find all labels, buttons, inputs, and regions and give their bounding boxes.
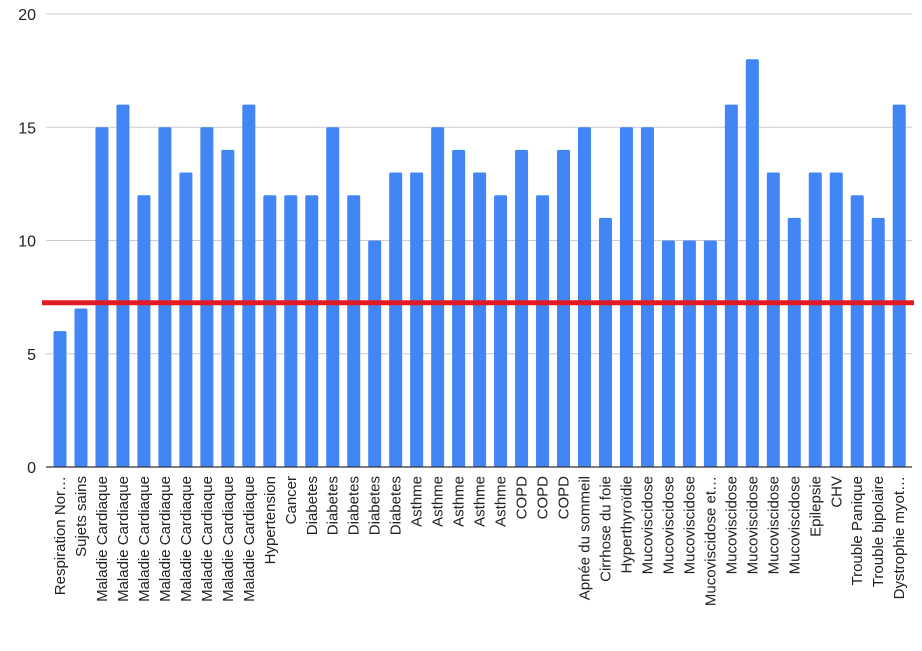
x-tick-label: Maladie Cardiaque: [178, 476, 195, 602]
x-tick-label: Dystrophie myot…: [891, 476, 908, 599]
y-tick-label: 0: [27, 460, 36, 477]
bar: [242, 104, 256, 467]
x-tick-label: Maladie Cardiaque: [157, 476, 174, 602]
bar: [137, 195, 151, 467]
bar: [494, 195, 508, 467]
bar: [787, 217, 801, 467]
x-tick-label: Diabetes: [304, 476, 321, 535]
bar: [368, 240, 382, 467]
x-tick-label: Diabetes: [367, 476, 384, 535]
x-tick-label: Asthme: [409, 476, 426, 527]
x-tick-label: Trouble bipolaire: [870, 476, 887, 587]
x-tick-label: Asthme: [472, 476, 489, 527]
x-tick-label: Respiration Nor…: [52, 476, 69, 595]
x-tick-label: Epilepsie: [807, 476, 824, 537]
x-tick-label: Maladie Cardiaque: [220, 476, 237, 602]
bar: [389, 172, 403, 468]
x-tick-label: COPD: [535, 476, 552, 520]
x-tick-label: Apnée du sommeil: [577, 476, 594, 600]
bar: [724, 104, 738, 467]
bar: [703, 240, 717, 467]
x-tick-label: Trouble Panique: [849, 476, 866, 586]
bar: [829, 172, 843, 468]
bar: [116, 104, 130, 467]
x-tick-label: Diabetes: [388, 476, 405, 535]
bar: [682, 240, 696, 467]
bar: [515, 149, 529, 467]
x-tick-label: COPD: [556, 476, 573, 520]
x-tick-label: Hyperthyroïdie: [618, 476, 635, 574]
bar: [640, 127, 654, 467]
x-tick-label: COPD: [514, 476, 531, 520]
x-tick-label: Cirrhose du foie: [597, 476, 614, 582]
x-tick-label: Maladie Cardiaque: [199, 476, 216, 602]
y-tick-label: 5: [27, 347, 36, 364]
x-tick-label: Maladie Cardiaque: [115, 476, 132, 602]
x-tick-label: Sujets sains: [73, 476, 90, 557]
x-tick-label: Asthme: [451, 476, 468, 527]
bar: [305, 195, 319, 467]
bar: [74, 308, 88, 467]
bar: [850, 195, 864, 467]
x-tick-label: Mucoviscidose: [723, 476, 740, 574]
x-tick-label: Maladie Cardiaque: [94, 476, 111, 602]
x-tick-label: Mucoviscidose: [660, 476, 677, 574]
bar: [284, 195, 298, 467]
bar: [326, 127, 340, 467]
bar: [557, 149, 571, 467]
bar: [179, 172, 193, 468]
bar: [808, 172, 822, 468]
bar: [745, 59, 759, 468]
bar: [431, 127, 445, 467]
x-tick-label: CHV: [828, 476, 845, 508]
bar: [158, 127, 172, 467]
bar: [619, 127, 633, 467]
bar: [410, 172, 424, 468]
bar: [578, 127, 591, 467]
x-tick-label: Asthme: [493, 476, 510, 527]
x-tick-label: Cancer: [283, 476, 300, 524]
bar: [263, 195, 277, 467]
bar: [347, 195, 361, 467]
bar: [452, 149, 466, 467]
x-tick-label: Mucoviscidose: [765, 476, 782, 574]
x-tick-label: Mucoviscidose: [744, 476, 761, 574]
bar: [766, 172, 780, 468]
bar: [473, 172, 487, 468]
x-tick-label: Maladie Cardiaque: [136, 476, 153, 602]
x-tick-labels: Respiration Nor… Sujets sains Maladie Card…: [52, 476, 908, 606]
bar: [598, 217, 612, 467]
bar: [661, 240, 675, 467]
x-tick-label: Hypertension: [262, 476, 279, 564]
bars: [53, 59, 906, 468]
bar: [871, 217, 885, 467]
bar: [536, 195, 550, 467]
y-tick-label: 20: [18, 7, 36, 24]
bar: [200, 127, 214, 467]
x-tick-label: Mucoviscidose et…: [702, 476, 719, 606]
y-tick-label: 10: [18, 234, 36, 251]
bar: [221, 149, 235, 467]
x-tick-label: Mucoviscidose: [786, 476, 803, 574]
x-tick-label: Maladie Cardiaque: [241, 476, 258, 602]
y-tick-label: 15: [18, 120, 36, 137]
x-tick-label: Asthme: [430, 476, 447, 527]
bar: [892, 104, 906, 467]
x-tick-label: Mucoviscidose: [681, 476, 698, 574]
x-tick-label: Mucoviscidose: [639, 476, 656, 574]
x-tick-label: Diabetes: [346, 476, 363, 535]
y-tick-labels: 0 5 10 15 20: [18, 7, 36, 477]
bar: [53, 331, 67, 467]
bar: [95, 127, 109, 467]
x-tick-label: Diabetes: [325, 476, 342, 535]
